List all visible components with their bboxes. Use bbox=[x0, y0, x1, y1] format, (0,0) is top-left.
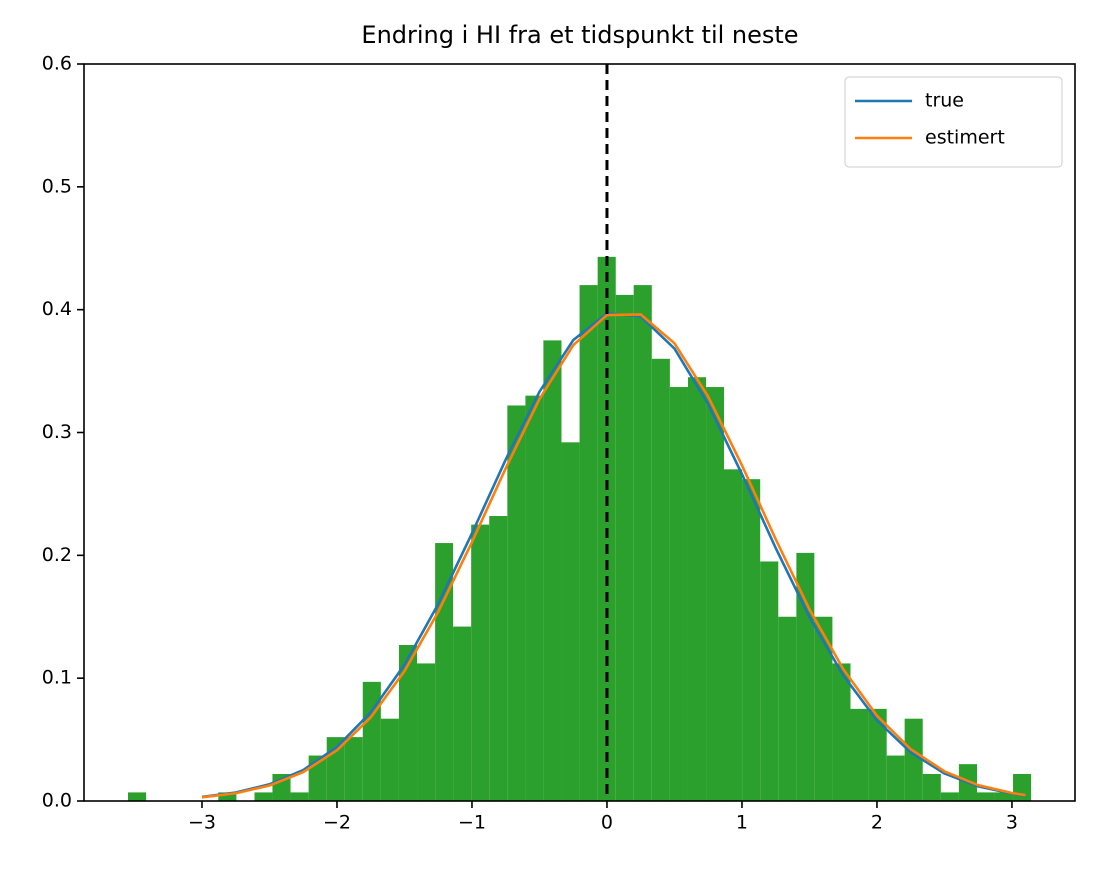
histogram-bar bbox=[886, 755, 905, 801]
histogram-bar bbox=[344, 737, 363, 801]
x-tick-label: −1 bbox=[458, 812, 486, 834]
histogram-bar bbox=[904, 718, 923, 801]
histogram-bar bbox=[579, 285, 598, 802]
histogram-bar bbox=[976, 792, 995, 801]
histogram-bar bbox=[706, 387, 725, 801]
histogram-bar bbox=[651, 358, 670, 801]
histogram-bar bbox=[868, 708, 887, 801]
x-tick-label: 2 bbox=[871, 812, 883, 834]
histogram-bar bbox=[525, 395, 544, 801]
y-tick-label: 0.2 bbox=[42, 544, 72, 566]
histogram-bar bbox=[290, 792, 309, 801]
histogram-bar bbox=[922, 773, 941, 801]
histogram-bar bbox=[543, 340, 562, 801]
y-tick-label: 0.3 bbox=[42, 421, 72, 443]
y-tick-label: 0.0 bbox=[42, 790, 72, 812]
x-tick-label: 1 bbox=[736, 812, 748, 834]
legend-label: estimert bbox=[925, 127, 1005, 149]
histogram-bar bbox=[218, 792, 237, 801]
histogram-bar bbox=[254, 792, 273, 801]
legend-label: true bbox=[925, 90, 964, 112]
histogram-bar bbox=[435, 543, 454, 801]
chart-title: Endring i HI fra et tidspunkt til neste bbox=[361, 21, 798, 49]
histogram-bar bbox=[471, 524, 490, 801]
x-tick-label: 0 bbox=[601, 812, 613, 834]
histogram-bar bbox=[615, 294, 634, 801]
histogram-bar bbox=[742, 479, 761, 801]
y-tick-label: 0.1 bbox=[42, 667, 72, 689]
histogram-bar bbox=[669, 387, 688, 801]
y-tick-label: 0.5 bbox=[42, 175, 72, 197]
y-tick-label: 0.6 bbox=[42, 53, 72, 75]
x-tick-label: 3 bbox=[1006, 812, 1018, 834]
histogram-bar bbox=[850, 708, 869, 801]
histogram-bar bbox=[1013, 773, 1032, 801]
legend-box bbox=[844, 76, 1063, 168]
histogram-bar bbox=[687, 377, 707, 801]
histogram-bar bbox=[561, 442, 580, 801]
histogram-bar bbox=[760, 561, 779, 801]
histogram-bar bbox=[398, 645, 418, 801]
histogram-bar bbox=[453, 626, 472, 801]
histogram-bar bbox=[417, 663, 436, 801]
histogram-bar bbox=[128, 792, 147, 801]
histogram-bar bbox=[724, 469, 743, 801]
histogram-bar bbox=[778, 616, 797, 801]
histogram-bar bbox=[832, 663, 851, 801]
histogram-bar bbox=[940, 792, 959, 801]
y-tick-label: 0.4 bbox=[42, 298, 72, 320]
histogram-bar bbox=[380, 718, 399, 801]
x-tick-label: −3 bbox=[188, 812, 216, 834]
histogram-bar bbox=[994, 792, 1014, 801]
histogram-bar bbox=[633, 285, 652, 802]
legend: true estimert bbox=[844, 76, 1063, 168]
histogram-bar bbox=[507, 405, 526, 801]
histogram-bar bbox=[814, 616, 833, 801]
x-tick-label: −2 bbox=[323, 812, 351, 834]
histogram-bar bbox=[489, 516, 508, 801]
histogram-bar bbox=[796, 552, 815, 801]
line-series bbox=[201, 313, 1026, 799]
